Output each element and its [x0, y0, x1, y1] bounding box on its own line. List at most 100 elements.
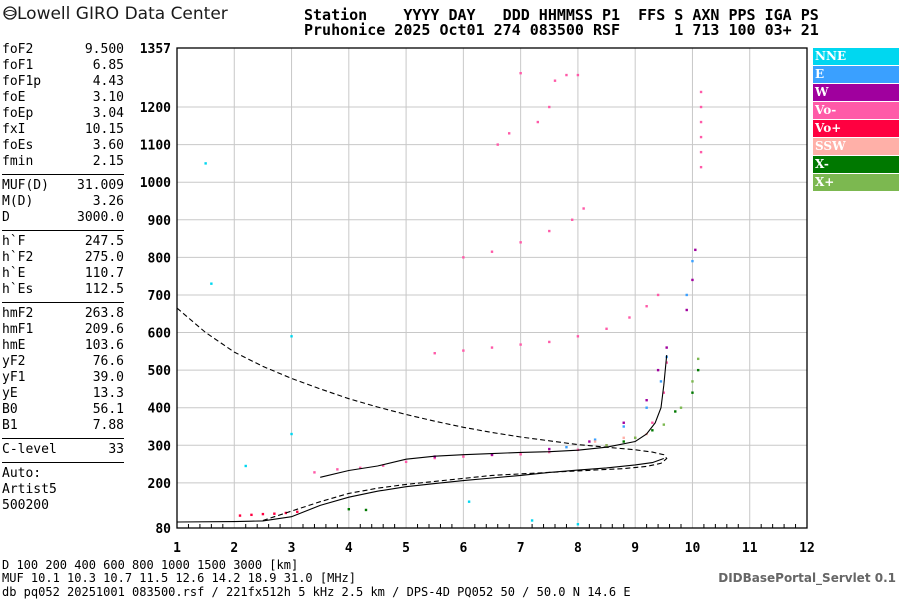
solid-profile-curve: [320, 355, 668, 478]
y-tick-label: 1100: [140, 139, 171, 154]
echo-point: [548, 229, 551, 233]
param-name: yF1: [2, 370, 26, 385]
echo-point: [433, 456, 436, 460]
param-value: 13.3: [92, 386, 124, 401]
param-value: 2.15: [92, 154, 124, 169]
param-name: B1: [2, 418, 18, 433]
echo-point: [336, 468, 339, 471]
echo-point: [685, 308, 688, 312]
echo-point: [651, 421, 654, 424]
echo-point: [605, 444, 608, 447]
x-tick-label: 6: [459, 541, 467, 556]
echo-point: [674, 410, 677, 413]
echo-point: [691, 380, 694, 383]
echo-point: [204, 162, 207, 165]
param-row: h`F2 275.0: [2, 250, 124, 266]
echo-point: [519, 241, 522, 244]
param-value: 3.26: [92, 194, 124, 209]
y-tick-label: 600: [148, 327, 172, 342]
param-separator: [2, 302, 124, 303]
echo-point: [593, 438, 597, 441]
echo-point: [662, 423, 666, 426]
param-row: hmE 103.6: [2, 338, 124, 354]
parameters-panel: foF2 9.500 foF1 6.85 foF1p 4.43 foE 3.10 foEp 3.0…: [2, 42, 124, 514]
param-row: MUF(D) 31.009: [2, 178, 124, 194]
echo-point: [633, 436, 637, 439]
echo-point: [496, 143, 499, 146]
y-tick-label: 1000: [140, 176, 171, 191]
echo-point: [462, 349, 465, 352]
echo-point: [628, 316, 631, 319]
echo-point: [699, 105, 703, 109]
echo-point: [651, 429, 654, 432]
echo-point: [694, 248, 697, 252]
logo: Lowell GIRO Data Center: [3, 4, 228, 24]
plot-frame: [176, 47, 808, 529]
param-value: 247.5: [84, 234, 124, 249]
x-tick-label: 5: [402, 541, 410, 556]
param-row: fmin 2.15: [2, 154, 124, 170]
echo-point: [553, 79, 557, 82]
echo-point: [433, 352, 436, 355]
param-name: foEs: [2, 138, 34, 153]
d-row: D 100 200 400 600 800 1000 1500 3000 [km…: [2, 558, 299, 572]
param-name: h`F2: [2, 250, 34, 265]
echo-point: [519, 453, 522, 456]
echo-traces: [204, 71, 703, 526]
param-row: foF1p 4.43: [2, 74, 124, 90]
echo-point: [519, 343, 522, 346]
echo-point: [699, 150, 703, 154]
echo-point: [576, 523, 580, 526]
param-row: foE 3.10: [2, 90, 124, 106]
param-name: fxI: [2, 122, 26, 137]
param-value: 275.0: [84, 250, 124, 265]
x-tick-label: 10: [685, 541, 701, 556]
echo-point: [665, 346, 668, 349]
param-value: 56.1: [92, 402, 124, 417]
echo-point: [645, 399, 648, 402]
param-row: h`Es 112.5: [2, 282, 124, 298]
y-tick-label: 1200: [140, 101, 171, 116]
param-row: yF2 76.6: [2, 354, 124, 370]
y-tick-label: 200: [148, 477, 172, 492]
param-name: h`Es: [2, 282, 34, 297]
legend-entry: Vo-: [813, 102, 899, 119]
chart-frame: [176, 47, 808, 529]
echo-point: [250, 513, 253, 517]
y-tick-label: 500: [148, 364, 172, 379]
x-tick-label: 3: [288, 541, 296, 556]
param-value: 6.85: [92, 58, 124, 73]
y-tick-label: 800: [148, 251, 172, 266]
param-row: B1 7.88: [2, 418, 124, 434]
param-name: foE: [2, 90, 26, 105]
y-axis-ticks: 80 200 300 400 500 600 700 800 900 1000 1100 1200 13…: [140, 42, 171, 537]
echo-point: [462, 256, 465, 259]
legend-entry: SSW: [813, 138, 899, 155]
header-line-1: Station YYYY DAY DDD HHMMSS P1 FFS S AXN…: [304, 6, 819, 24]
logo-text: Lowell GIRO Data Center: [17, 4, 228, 24]
param-name: foF1: [2, 58, 34, 73]
echo-point: [593, 440, 597, 443]
param-name: foEp: [2, 106, 34, 121]
echo-point: [364, 508, 368, 512]
param-row: foF1 6.85: [2, 58, 124, 74]
artist-version: 500200: [2, 498, 49, 513]
echo-point: [507, 132, 511, 135]
echo-point: [691, 391, 694, 394]
dashed-profile-curve: [176, 307, 668, 522]
echo-point: [691, 278, 694, 282]
echo-point: [656, 293, 660, 297]
echo-point: [576, 335, 580, 338]
y-tick-label: 400: [148, 402, 172, 417]
echo-point: [605, 327, 608, 330]
param-row: h`E 110.7: [2, 266, 124, 282]
legend-entry: W: [813, 84, 899, 101]
echo-point: [699, 90, 703, 94]
echo-point: [699, 135, 703, 139]
param-row: hmF2 263.8: [2, 306, 124, 322]
x-tick-label: 12: [799, 541, 815, 556]
echo-point: [645, 305, 648, 308]
echo-point: [290, 335, 293, 338]
param-row: h`F 247.5: [2, 234, 124, 250]
echo-point: [565, 445, 568, 449]
